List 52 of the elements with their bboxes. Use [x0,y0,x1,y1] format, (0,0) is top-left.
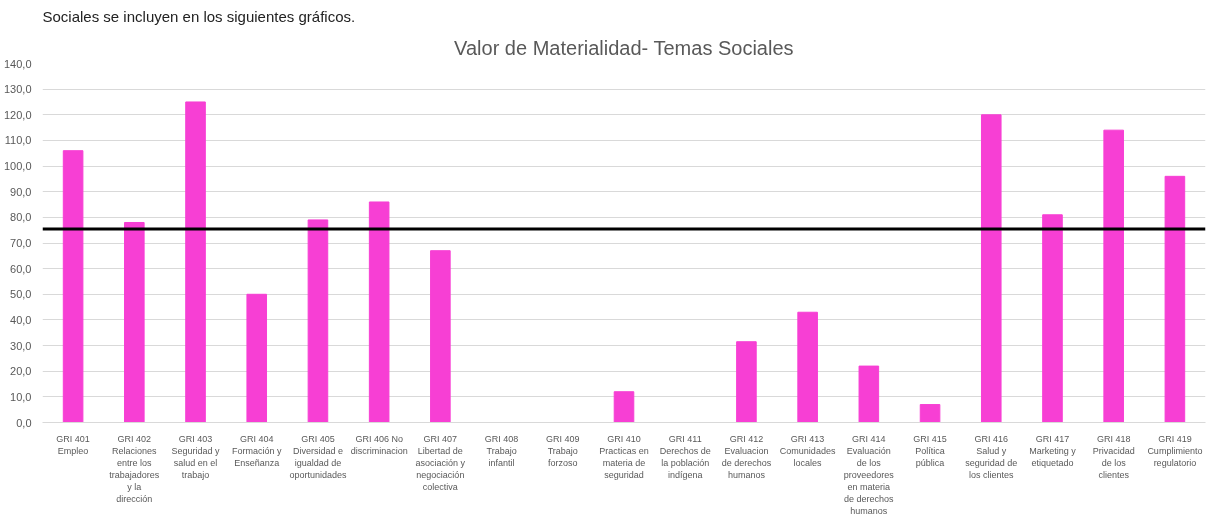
x-tick-label: GRI 415 Política pública [913,433,947,468]
bar [613,391,635,423]
y-tick-label: 100,0 [3,160,32,173]
x-tick-label: GRI 410 Practicas en materia de seguridad [599,433,649,480]
x-tick-label: GRI 413 Comunidades locales [779,433,836,468]
bar [1164,175,1186,423]
bar [430,250,451,423]
bar [797,311,818,423]
y-tick-label: 80,0 [10,211,32,224]
bar [1042,214,1063,423]
x-tick-label: GRI 412 Evaluacion de derechos humanos [721,433,772,480]
bar [858,365,880,423]
x-tick-label: GRI 419 Cumplimiento regulatorio [1147,433,1203,468]
x-tick-label: GRI 401 Empleo [56,433,90,456]
bar [736,341,757,423]
y-tick-label: 10,0 [10,390,32,403]
y-tick-label: 40,0 [10,313,32,326]
bar [919,404,941,423]
y-tick-label: 110,0 [4,134,32,147]
x-tick-label: GRI 405 Diversidad e igualdad de oportunidades [289,433,347,480]
x-tick-label: GRI 416 Salud y seguridad de los clientes [965,433,1018,480]
x-tick-label: GRI 408 Trabajo infantil [484,433,519,468]
y-tick-label: 60,0 [10,262,32,275]
bar [1103,129,1124,423]
y-tick-label: 20,0 [10,365,32,378]
y-tick-label: 140,0 [3,57,32,70]
x-tick-label: GRI 406 No discriminacion [350,433,408,456]
x-tick-label: GRI 409 Trabajo forzoso [546,433,580,468]
x-tick-label: GRI 414 Evaluación de los proveedores en materia de derechos humanos [843,433,895,516]
bar [124,221,145,423]
bar [185,101,206,423]
y-tick-label: 50,0 [10,288,32,301]
x-tick-label: GRI 403 Seguridad y salud en el trabajo [171,433,221,480]
bar [62,150,84,423]
x-tick-label: GRI 411 Derechos de la población indígena [659,433,711,480]
y-tick-label: 30,0 [10,339,32,352]
y-tick-label: 70,0 [10,237,32,249]
x-tick-label: GRI 418 Privacidad de los clientes [1092,433,1135,480]
x-tick-label: GRI 407 Libertad de asociación y negociación colectiva [415,433,466,492]
bar [368,201,390,423]
text: Sociales se incluyen en los siguientes gráficos. [42,7,356,25]
x-tick-label: GRI 402 Relaciones entre los trabajadores y la dirección [109,433,160,504]
bar [980,114,1002,423]
x-tick-label: GRI 404 Formación y Enseñanza [231,433,282,468]
y-tick-label: 130,0 [3,83,32,96]
bar [307,219,329,423]
y-tick-label: 90,0 [10,185,32,198]
bar [246,293,268,423]
x-tick-label: GRI 417 Marketing y etiquetado [1029,433,1077,468]
chart-title: Valor de Materialidad- Temas Sociales [454,36,794,59]
y-tick-label: 120,0 [3,108,32,121]
y-tick-label: 0,0 [16,416,32,429]
